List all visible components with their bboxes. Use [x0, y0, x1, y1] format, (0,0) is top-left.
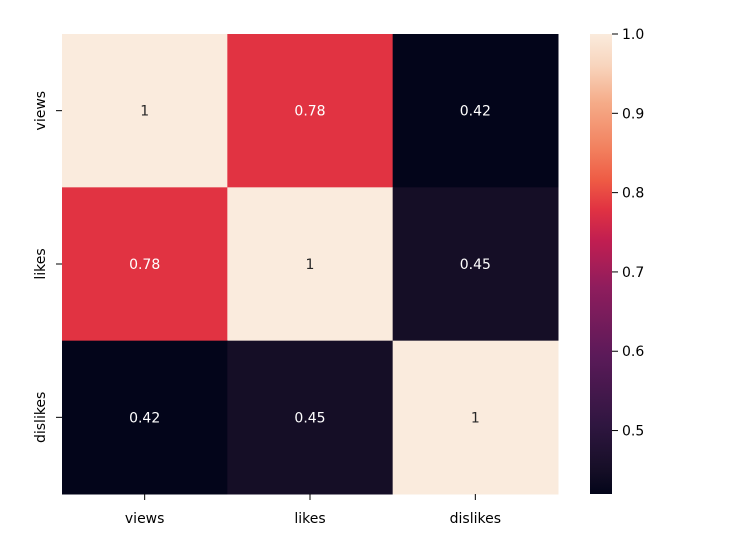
cell-value-label: 0.78 — [129, 257, 160, 273]
colorbar-gradient — [590, 34, 612, 494]
colorbar: 0.5 0.6 0.7 0.8 0.9 1.0 — [590, 27, 644, 494]
cell-value-label: 0.78 — [294, 104, 325, 120]
cell-value-label: 0.42 — [460, 104, 491, 120]
y-tick-label: views — [33, 91, 49, 131]
heatmap-cell-likes-dislikes — [392, 187, 559, 342]
cell-value-label: 1 — [140, 104, 149, 120]
cell-value-label: 0.45 — [460, 257, 491, 273]
colorbar-tick-label: 0.6 — [622, 344, 644, 360]
colorbar-tick-label: 0.9 — [622, 106, 644, 122]
heatmap-cells — [62, 34, 559, 495]
heatmap-cell-views-likes — [227, 34, 394, 188]
cell-value-label: 0.42 — [129, 410, 160, 426]
y-axis: views likes dislikes — [33, 91, 62, 443]
cell-value-label: 1 — [471, 410, 480, 426]
x-tick-label: views — [125, 511, 165, 527]
y-tick-label: likes — [33, 248, 49, 279]
heatmap-cell-likes-likes — [227, 187, 394, 342]
colorbar-tick-label: 0.7 — [622, 265, 644, 281]
colorbar-tick-label: 1.0 — [622, 27, 644, 43]
cell-value-label: 1 — [306, 257, 315, 273]
heatmap-cell-views-views — [62, 34, 228, 188]
x-tick-label: likes — [294, 511, 325, 527]
x-axis: views likes dislikes — [125, 494, 501, 527]
heatmap-cell-labels: 1 0.78 0.42 0.78 1 0.45 0.42 0.45 1 — [129, 104, 491, 427]
heatmap-cell-dislikes-views — [62, 340, 228, 495]
x-tick-label: dislikes — [450, 511, 501, 527]
heatmap-cell-dislikes-dislikes — [392, 340, 559, 495]
colorbar-tick-label: 0.8 — [622, 186, 644, 202]
heatmap-cell-likes-views — [62, 187, 228, 342]
heatmap-cell-views-dislikes — [392, 34, 559, 188]
heatmap-cell-dislikes-likes — [227, 340, 394, 495]
cell-value-label: 0.45 — [294, 410, 325, 426]
colorbar-tick-label: 0.5 — [622, 424, 644, 440]
y-tick-label: dislikes — [33, 392, 49, 443]
